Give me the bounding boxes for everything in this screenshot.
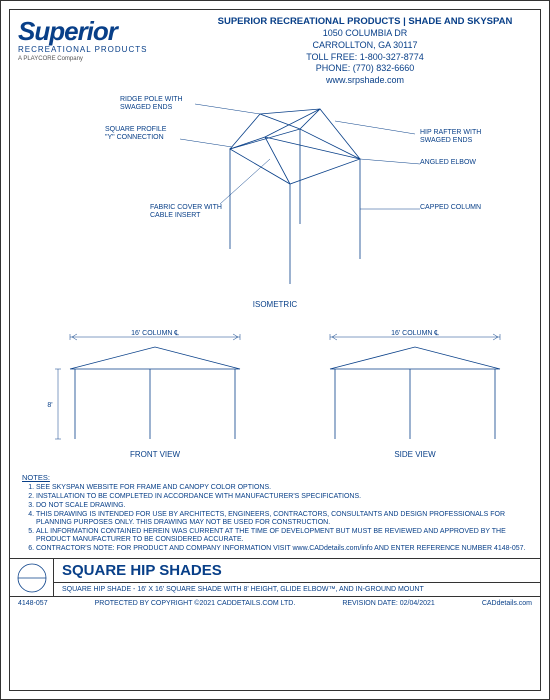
side-view: 16' COLUMN ℄ SIDE VIEW [330, 330, 500, 459]
note-item: SEE SKYSPAN WEBSITE FOR FRAME AND CANOPY… [36, 484, 528, 492]
notes-title: NOTES: [22, 473, 528, 482]
logo-main: Superior [18, 16, 198, 47]
note-item: DO NOT SCALE DRAWING. [36, 502, 528, 510]
logo: Superior RECREATIONAL PRODUCTS A PLAYCOR… [18, 16, 198, 87]
front-view: 16' COLUMN ℄ 8' FRONT VIEW [47, 330, 240, 459]
logo-tag: A PLAYCORE Company [18, 56, 198, 62]
header: Superior RECREATIONAL PRODUCTS A PLAYCOR… [10, 10, 540, 89]
footer-revision: REVISION DATE: 02/04/2021 [342, 600, 434, 607]
height-dim: 8' [47, 402, 52, 409]
title-main: SQUARE HIP SHADES SQUARE HIP SHADE - 16'… [54, 559, 540, 596]
callout-elbow: ANGLED ELBOW [420, 159, 476, 166]
inner-border: Superior RECREATIONAL PRODUCTS A PLAYCOR… [9, 9, 541, 691]
title-block: SQUARE HIP SHADES SQUARE HIP SHADE - 16'… [10, 558, 540, 596]
callout-ridge: RIDGE POLE WITHSWAGED ENDS [120, 96, 183, 111]
company-web: www.srpshade.com [198, 75, 532, 87]
footer-site: CADdetails.com [482, 600, 532, 607]
company-addr1: 1050 COLUMBIA DR [198, 28, 532, 40]
callout-hip: HIP RAFTER WITHSWAGED ENDS [420, 129, 481, 144]
footer: 4148-057 PROTECTED BY COPYRIGHT ©2021 CA… [10, 596, 540, 610]
callout-fabric: FABRIC COVER WITHCABLE INSERT [150, 204, 222, 219]
page: Superior RECREATIONAL PRODUCTS A PLAYCOR… [0, 0, 550, 700]
isometric-view [180, 104, 420, 284]
title-top: SQUARE HIP SHADES [54, 559, 540, 583]
note-item: ALL INFORMATION CONTAINED HEREIN WAS CUR… [36, 528, 528, 544]
logo-sub: RECREATIONAL PRODUCTS [18, 45, 198, 54]
company-addr2: CARROLLTON, GA 30117 [198, 40, 532, 52]
iso-label: ISOMETRIC [253, 300, 298, 309]
callout-square: SQUARE PROFILE"Y" CONNECTION [105, 126, 167, 141]
notes-list: SEE SKYSPAN WEBSITE FOR FRAME AND CANOPY… [22, 484, 528, 553]
notes-section: NOTES: SEE SKYSPAN WEBSITE FOR FRAME AND… [10, 469, 540, 558]
footer-ref: 4148-057 [18, 600, 48, 607]
drawing-area: RIDGE POLE WITHSWAGED ENDS SQUARE PROFIL… [10, 89, 540, 469]
company-tollfree: TOLL FREE: 1-800-327-8774 [198, 52, 532, 64]
company-title: SUPERIOR RECREATIONAL PRODUCTS | SHADE A… [198, 16, 532, 28]
company-info: SUPERIOR RECREATIONAL PRODUCTS | SHADE A… [198, 16, 532, 87]
note-item: CONTRACTOR'S NOTE: FOR PRODUCT AND COMPA… [36, 545, 528, 553]
footer-copyright: PROTECTED BY COPYRIGHT ©2021 CADDETAILS.… [95, 600, 296, 607]
side-dim: 16' COLUMN ℄ [391, 330, 439, 337]
front-dim: 16' COLUMN ℄ [131, 330, 179, 337]
callout-column: CAPPED COLUMN [420, 204, 481, 211]
front-label: FRONT VIEW [130, 450, 181, 459]
note-item: THIS DRAWING IS INTENDED FOR USE BY ARCH… [36, 511, 528, 527]
note-item: INSTALLATION TO BE COMPLETED IN ACCORDAN… [36, 493, 528, 501]
side-label: SIDE VIEW [394, 450, 436, 459]
title-sub: SQUARE HIP SHADE - 16' X 16' SQUARE SHAD… [54, 583, 540, 596]
company-phone: PHONE: (770) 832-6660 [198, 63, 532, 75]
title-circle-icon [10, 559, 54, 596]
drawing-svg: RIDGE POLE WITHSWAGED ENDS SQUARE PROFIL… [10, 89, 540, 469]
